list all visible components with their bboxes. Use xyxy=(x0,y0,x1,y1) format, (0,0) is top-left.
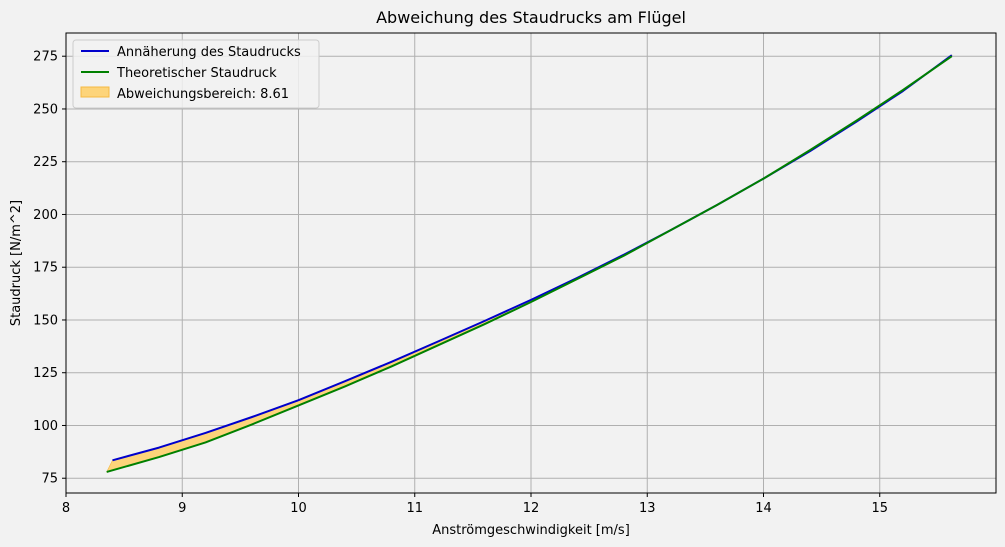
legend: Annäherung des Staudrucks Theoretischer … xyxy=(72,39,320,109)
y-axis-ticks: 75 100 125 150 175 200 225 250 275 xyxy=(33,50,66,487)
y-tick-label: 125 xyxy=(33,366,58,381)
x-tick-label: 10 xyxy=(290,501,307,516)
x-tick-label: 13 xyxy=(639,501,656,516)
x-tick-label: 11 xyxy=(406,501,423,516)
x-axis-ticks: 8 9 10 11 12 13 14 15 xyxy=(62,493,888,516)
x-tick-label: 14 xyxy=(755,501,772,516)
y-tick-label: 100 xyxy=(33,419,58,434)
chart-title: Abweichung des Staudrucks am Flügel xyxy=(376,8,686,27)
y-tick-label: 150 xyxy=(33,313,58,328)
y-tick-label: 225 xyxy=(33,155,58,170)
y-tick-label: 75 xyxy=(41,472,58,487)
legend-label-deviation-area: Abweichungsbereich: 8.61 xyxy=(117,87,289,102)
x-tick-label: 8 xyxy=(62,501,70,516)
legend-label-approximation: Annäherung des Staudrucks xyxy=(117,45,301,60)
x-tick-label: 12 xyxy=(523,501,540,516)
grid xyxy=(65,33,996,493)
y-tick-label: 200 xyxy=(33,208,58,223)
x-axis-label: Anströmgeschwindigkeit [m/s] xyxy=(432,523,630,538)
y-tick-label: 175 xyxy=(33,261,58,276)
y-tick-label: 250 xyxy=(33,102,58,117)
x-tick-label: 15 xyxy=(871,501,888,516)
legend-swatch-deviation-area xyxy=(80,86,110,98)
legend-label-theoretical: Theoretischer Staudruck xyxy=(116,66,277,81)
y-tick-label: 275 xyxy=(33,50,58,65)
series-line-theoretical xyxy=(106,55,953,473)
y-axis-label: Staudruck [N/m^2] xyxy=(9,200,24,326)
legend-box xyxy=(72,39,320,109)
x-tick-label: 9 xyxy=(178,501,186,516)
series-lines xyxy=(106,54,953,473)
